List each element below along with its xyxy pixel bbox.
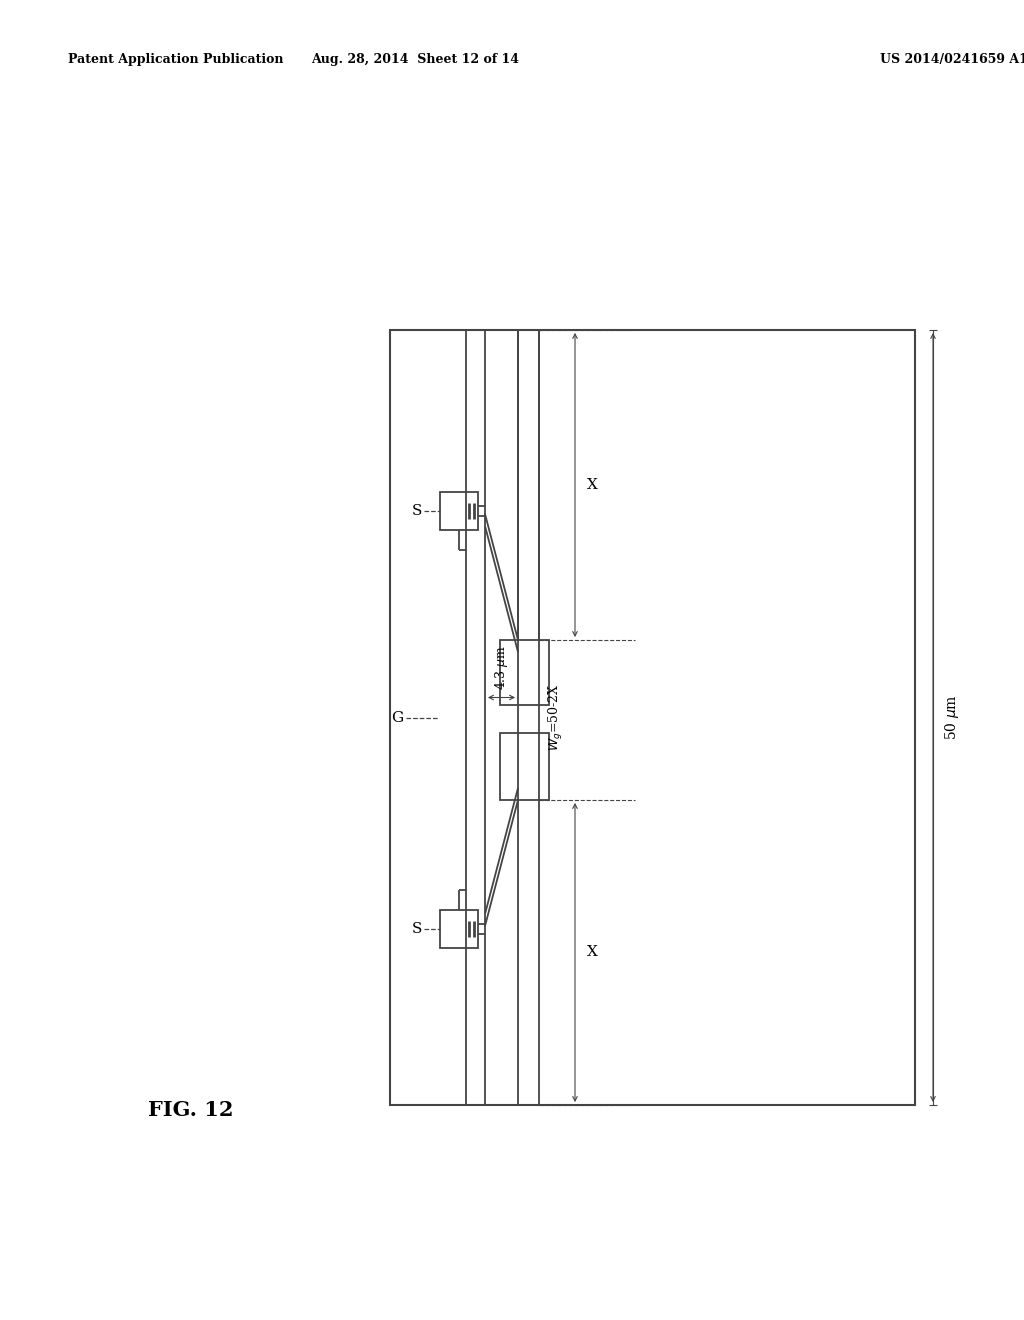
Bar xyxy=(500,640,549,705)
Text: 50 $\mu$m: 50 $\mu$m xyxy=(943,694,961,741)
Bar xyxy=(500,733,549,800)
Text: S: S xyxy=(412,504,422,517)
Text: Patent Application Publication: Patent Application Publication xyxy=(68,53,284,66)
Text: S: S xyxy=(412,921,422,936)
Text: Aug. 28, 2014  Sheet 12 of 14: Aug. 28, 2014 Sheet 12 of 14 xyxy=(311,53,519,66)
Text: FIG. 12: FIG. 12 xyxy=(148,1100,233,1119)
Text: X: X xyxy=(587,478,598,492)
Text: G: G xyxy=(391,710,403,725)
Text: X: X xyxy=(587,945,598,960)
Bar xyxy=(390,330,915,1105)
Text: $W_g$=50-2X: $W_g$=50-2X xyxy=(547,684,565,751)
Bar xyxy=(440,492,478,531)
Bar xyxy=(440,909,478,948)
Text: 4.3 $\mu$m: 4.3 $\mu$m xyxy=(493,644,510,689)
Text: US 2014/0241659 A1: US 2014/0241659 A1 xyxy=(880,53,1024,66)
